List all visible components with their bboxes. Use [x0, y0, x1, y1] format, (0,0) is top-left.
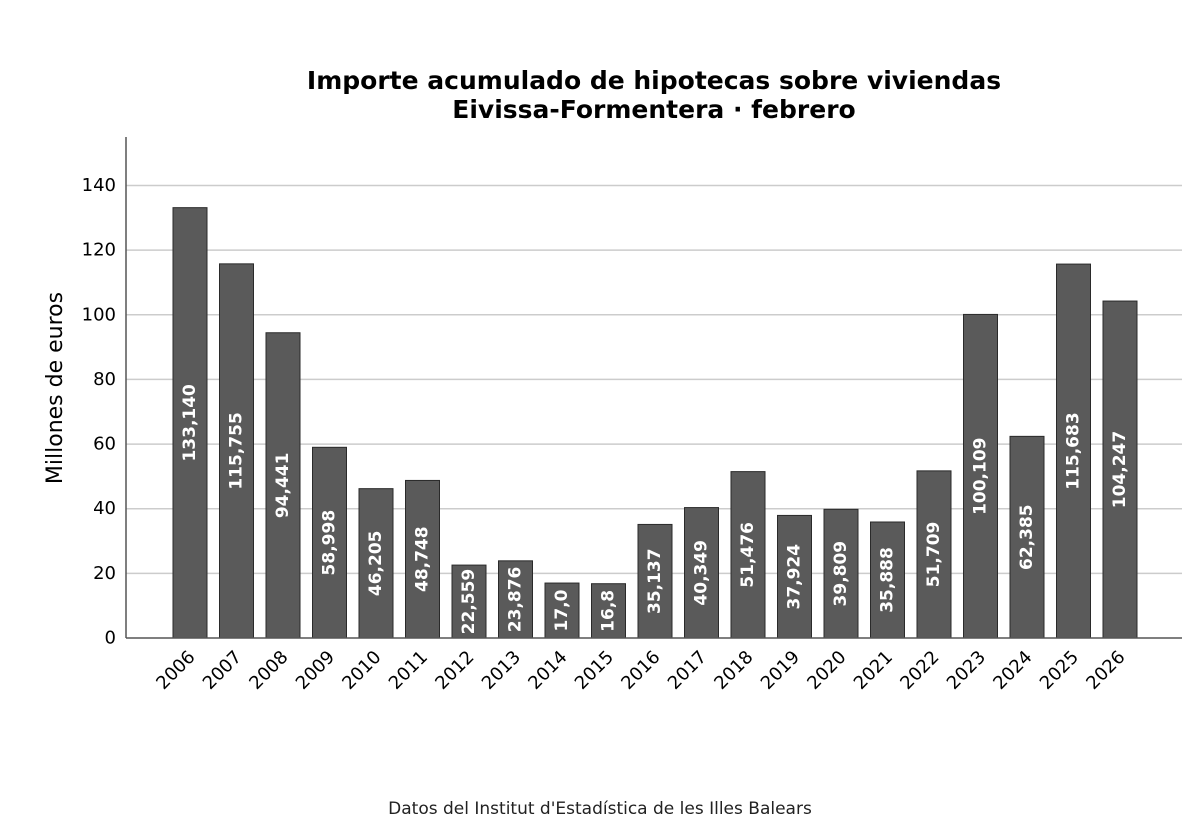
x-tick-labels: 2006 2007 2008 2009 2010 2011 2012 2013 2014 2015…	[152, 647, 1129, 694]
x-tick-label-2024: 2024	[989, 647, 1036, 694]
y-tick-label-100: 100	[82, 304, 116, 325]
x-tick-label-2010: 2010	[338, 647, 385, 694]
bar-2025	[1056, 263, 1091, 639]
bar-2012	[451, 564, 487, 639]
x-tick-label-2012: 2012	[431, 647, 478, 694]
bar-2020	[823, 508, 859, 639]
x-tick-label-2006: 2006	[152, 647, 199, 694]
bar-2008	[265, 332, 301, 639]
bar-value-label-2019: 37,924	[785, 544, 805, 610]
x-tick-label-2019: 2019	[757, 647, 804, 694]
bar-2011	[405, 479, 440, 639]
y-tick-label-140: 140	[82, 175, 116, 196]
bar-value-label-2008: 94,441	[273, 453, 293, 519]
bar-value-label-2016: 35,137	[645, 548, 665, 614]
bar-2007	[219, 263, 254, 639]
bar-value-label-2006: 133,140	[180, 384, 200, 462]
x-tick-label-2007: 2007	[199, 647, 246, 694]
bar-value-label-2018: 51,476	[738, 522, 758, 588]
source-note: Datos del Institut d'Estadística de les …	[388, 799, 812, 819]
x-tick-label-2009: 2009	[292, 647, 339, 694]
bar-value-label-2013: 23,876	[506, 567, 526, 633]
bar-value-label-2021: 35,888	[878, 547, 898, 613]
bar-value-label-2017: 40,349	[692, 540, 712, 606]
bar-value-label-2025: 115,683	[1064, 412, 1084, 489]
bar-value-label-2011: 48,748	[413, 526, 433, 592]
y-tick-label-80: 80	[93, 369, 116, 390]
bar-2017	[684, 507, 719, 639]
x-tick-label-2014: 2014	[524, 647, 571, 694]
bar-2022	[916, 470, 952, 639]
bar-2021	[870, 521, 905, 639]
bar-value-label-2026: 104,247	[1110, 431, 1130, 508]
y-tick-label-20: 20	[93, 563, 116, 584]
bar-value-label-2009: 58,998	[320, 510, 340, 576]
bar-2015	[591, 583, 626, 639]
x-tick-label-2023: 2023	[943, 647, 990, 694]
y-tick-label-40: 40	[93, 498, 116, 519]
bar-2010	[358, 488, 394, 639]
chart-title-line-1: Importe acumulado de hipotecas sobre viv…	[307, 66, 1001, 95]
bar-2026	[1102, 300, 1138, 639]
y-tick-label-0: 0	[105, 628, 116, 649]
bars	[172, 207, 1138, 639]
y-tick-label-120: 120	[82, 240, 116, 261]
x-tick-label-2025: 2025	[1036, 647, 1083, 694]
bar-value-labels: 133,140 115,755 94,441 58,998 46,205 48,748 22…	[180, 384, 1130, 634]
x-tick-label-2016: 2016	[617, 647, 664, 694]
bar-2023	[963, 313, 998, 639]
bar-value-label-2012: 22,559	[459, 569, 479, 635]
x-tick-label-2022: 2022	[896, 647, 943, 694]
bar-2016	[637, 523, 673, 639]
x-tick-label-2017: 2017	[664, 647, 711, 694]
bar-value-label-2022: 51,709	[924, 522, 944, 588]
bar-value-label-2015: 16,8	[599, 590, 619, 632]
bar-value-label-2020: 39,809	[831, 541, 851, 607]
x-tick-label-2026: 2026	[1082, 647, 1129, 694]
chart-title-line-2: Eivissa-Formentera · febrero	[452, 95, 855, 124]
grid-lines	[126, 184, 1182, 575]
x-tick-label-2020: 2020	[803, 647, 850, 694]
bar-value-label-2023: 100,109	[971, 437, 991, 514]
bar-value-label-2024: 62,385	[1017, 504, 1037, 570]
x-tick-label-2008: 2008	[245, 647, 292, 694]
bar-2024	[1009, 435, 1045, 639]
bar-value-label-2007: 115,755	[227, 412, 247, 489]
bar-2013	[498, 560, 533, 639]
axes	[125, 137, 1182, 639]
bar-value-label-2014: 17,0	[552, 589, 572, 631]
bar-2019	[777, 514, 812, 639]
bar-value-label-2010: 46,205	[366, 531, 386, 597]
x-tick-label-2018: 2018	[710, 647, 757, 694]
x-tick-label-2015: 2015	[571, 647, 618, 694]
x-tick-label-2011: 2011	[385, 647, 432, 694]
x-tick-label-2021: 2021	[850, 647, 897, 694]
y-tick-labels: 0 20 40 60 80 100 120 140	[82, 175, 116, 649]
y-axis-label: Millones de euros	[43, 292, 68, 484]
bar-2018	[730, 471, 766, 639]
y-tick-label-60: 60	[93, 434, 116, 455]
x-tick-label-2013: 2013	[478, 647, 525, 694]
bar-2009	[312, 446, 347, 639]
